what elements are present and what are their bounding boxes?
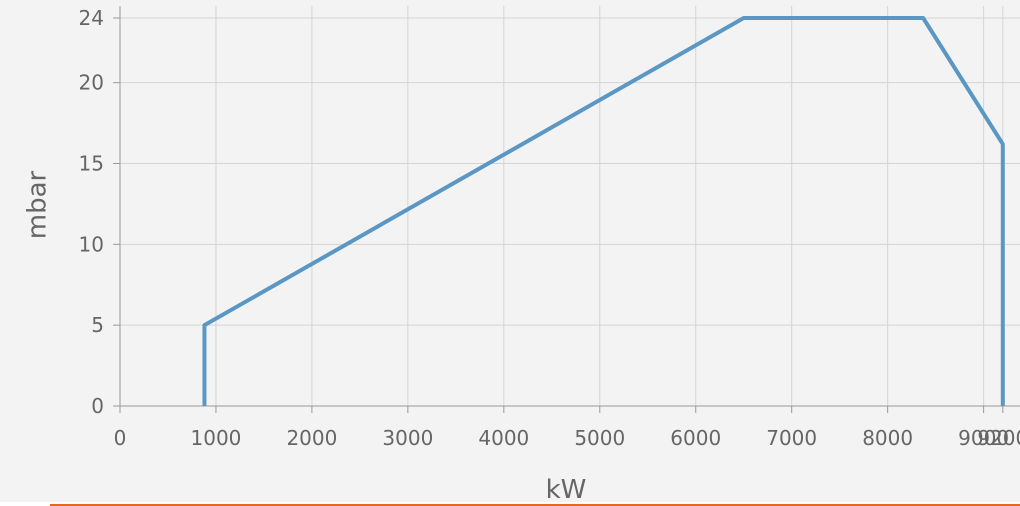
x-tick-label: 4000: [478, 426, 529, 450]
tick-labels: 0 1000 2000 3000 4000 5000 6000 7000 8000 9000920…: [79, 6, 1020, 450]
x-tick-label: 3000: [382, 426, 433, 450]
y-tick-label: 10: [79, 232, 104, 256]
x-tick-label: 6000: [670, 426, 721, 450]
y-tick-label: 0: [91, 394, 104, 418]
x-tick-label: 7000: [766, 426, 817, 450]
x-tick-label: 2000: [286, 426, 337, 450]
x-tick-label: 9000: [958, 426, 1009, 450]
bottom-divider-line: [50, 504, 1020, 506]
y-tick-label: 24: [79, 6, 104, 30]
series-layer: [202, 16, 1005, 407]
y-tick-label: 5: [91, 313, 104, 337]
x-tick-label: 0: [114, 426, 127, 450]
x-tick-label: 8000: [862, 426, 913, 450]
series-line: [202, 16, 1005, 406]
grid: [120, 6, 1020, 406]
x-axis-label: kW: [546, 475, 587, 505]
y-tick-label: 20: [79, 71, 104, 95]
y-tick-label: 15: [79, 152, 104, 176]
axes: [113, 6, 1020, 413]
x-tick-label: 1000: [191, 426, 242, 450]
x-tick-label: 5000: [574, 426, 625, 450]
y-axis-label: mbar: [23, 170, 53, 239]
